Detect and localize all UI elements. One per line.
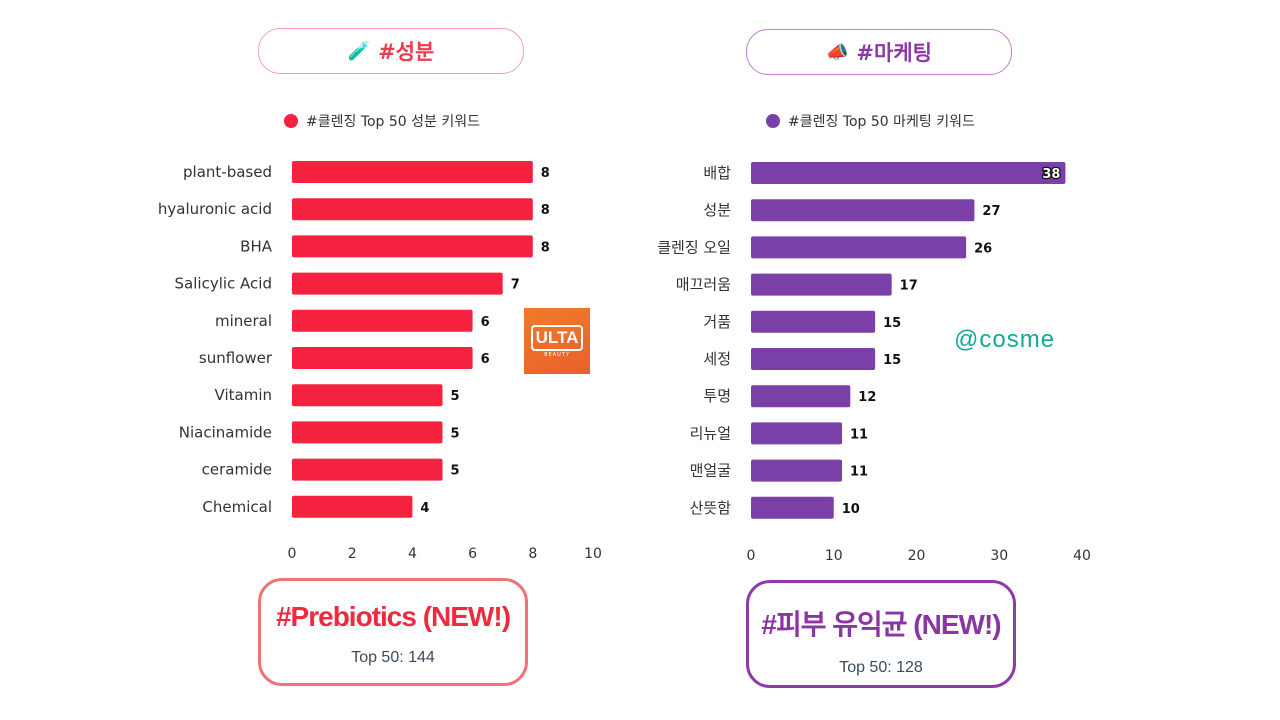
ingredient-category-label: sunflower [199, 349, 273, 367]
ingredient-value-label: 6 [481, 352, 490, 367]
prebiotics-card: #Prebiotics (NEW!) Top 50: 144 [258, 578, 528, 686]
ingredient-x-tick-label: 4 [408, 546, 417, 562]
marketing-category-label: 매끄러움 [676, 276, 731, 294]
marketing-value-label: 15 [883, 316, 901, 331]
ingredient-bar [292, 421, 443, 444]
ingredient-value-label: 5 [451, 464, 460, 479]
skin-microbiome-card: #피부 유익균 (NEW!) Top 50: 128 [746, 580, 1016, 688]
marketing-legend-label: #클렌징 Top 50 마케팅 키워드 [788, 114, 975, 130]
ingredient-x-tick-label: 8 [528, 546, 537, 562]
ingredient-bar [292, 198, 533, 221]
ingredient-value-label: 5 [451, 426, 460, 441]
ingredient-category-label: Vitamin [215, 386, 272, 404]
marketing-bar [751, 422, 843, 445]
marketing-bar [751, 273, 892, 296]
marketing-category-label: 리뉴얼 [690, 424, 731, 442]
ingredient-bar [292, 347, 473, 369]
marketing-x-tick-label: 20 [908, 548, 926, 564]
ingredient-legend: #클렌징 Top 50 성분 키워드 [284, 111, 480, 131]
marketing-x-tick-label: 40 [1073, 548, 1091, 564]
marketing-bar [751, 348, 876, 370]
marketing-bar [751, 199, 975, 222]
marketing-value-label: 12 [858, 390, 876, 405]
test-tube-icon: 🧪 [347, 40, 371, 62]
marketing-bar [751, 162, 1066, 184]
marketing-category-label: 거품 [703, 313, 731, 331]
marketing-category-label: 클렌징 오일 [657, 238, 731, 256]
ingredient-category-label: BHA [240, 237, 273, 255]
marketing-bar [751, 459, 843, 482]
prebiotics-card-title: #Prebiotics (NEW!) [275, 601, 511, 632]
marketing-badge-label: #마케팅 [856, 41, 932, 65]
ingredient-bar [292, 161, 533, 183]
ingredient-category-label: Niacinamide [179, 423, 272, 441]
marketing-category-label: 투명 [703, 387, 731, 405]
marketing-bar [751, 310, 876, 333]
marketing-value-label: 15 [883, 353, 901, 368]
marketing-x-tick-label: 10 [825, 548, 843, 564]
marketing-bar [751, 236, 967, 259]
ingredient-category-label: plant-based [183, 163, 272, 181]
legend-dot-icon [284, 114, 298, 128]
ingredient-category-label: Salicylic Acid [175, 275, 272, 293]
marketing-value-label: 11 [850, 427, 868, 442]
marketing-value-label: 26 [974, 241, 992, 256]
ingredient-value-label: 8 [541, 203, 550, 218]
marketing-category-label: 성분 [703, 201, 731, 219]
marketing-value-label: 10 [842, 502, 860, 517]
marketing-x-tick-label: 30 [990, 548, 1008, 564]
legend-dot-icon [766, 114, 780, 128]
prebiotics-card-subtitle: Top 50: 144 [351, 649, 435, 666]
ingredient-x-tick-label: 2 [348, 546, 357, 562]
ingredient-badge-label: #성분 [378, 40, 435, 64]
ingredient-value-label: 8 [541, 240, 550, 255]
ingredient-value-label: 6 [481, 315, 490, 330]
ingredient-category-label: mineral [215, 312, 272, 330]
marketing-bar [751, 496, 834, 519]
ingredient-value-label: 5 [451, 389, 460, 404]
ulta-logo: ULTA BEAUTY [524, 308, 590, 374]
marketing-x-tick-label: 0 [747, 548, 756, 564]
ingredient-x-tick-label: 10 [584, 546, 602, 562]
ingredient-category-label: hyaluronic acid [158, 200, 272, 218]
ingredient-category-label: Chemical [202, 498, 272, 516]
marketing-legend: #클렌징 Top 50 마케팅 키워드 [766, 111, 975, 131]
marketing-category-label: 산뜻함 [690, 499, 732, 517]
ingredient-value-label: 8 [541, 166, 550, 181]
cosme-logo: @cosme [954, 326, 1056, 353]
marketing-value-label: 11 [850, 465, 868, 480]
marketing-bar [751, 385, 851, 408]
ingredient-legend-label: #클렌징 Top 50 성분 키워드 [306, 114, 481, 130]
ingredient-bar [292, 309, 473, 332]
ingredient-bar [292, 272, 503, 295]
skin-microbiome-card-subtitle: Top 50: 128 [839, 659, 923, 676]
marketing-badge: 📣 #마케팅 [746, 29, 1012, 75]
ingredient-x-tick-label: 0 [288, 546, 297, 562]
ingredient-bar [292, 495, 413, 518]
marketing-category-label: 세정 [703, 350, 731, 368]
marketing-value-label: 17 [900, 279, 918, 294]
ingredient-bar [292, 384, 443, 407]
ingredient-badge: 🧪 #성분 [258, 28, 524, 74]
megaphone-icon: 📣 [826, 41, 849, 63]
ingredient-x-tick-label: 6 [468, 546, 477, 562]
marketing-category-label: 배합 [703, 164, 731, 182]
ingredient-bar [292, 458, 443, 481]
marketing-value-label: 27 [982, 204, 1000, 219]
ingredient-bar [292, 235, 533, 258]
ingredient-category-label: ceramide [202, 461, 272, 479]
skin-microbiome-card-title: #피부 유익균 (NEW!) [761, 609, 1001, 640]
ingredient-value-label: 7 [511, 278, 520, 293]
marketing-value-label: 38 [1042, 167, 1060, 182]
marketing-category-label: 맨얼굴 [690, 462, 732, 480]
ingredient-value-label: 4 [420, 501, 429, 516]
